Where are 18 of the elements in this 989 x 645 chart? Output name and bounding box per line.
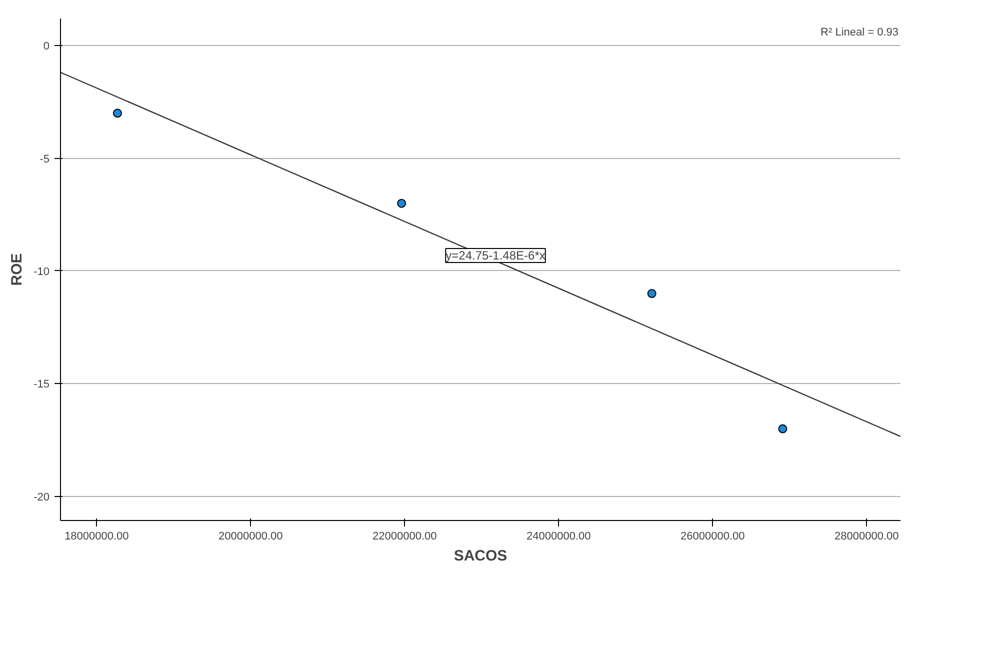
annotation: R² Lineal = 0.93: [820, 26, 898, 38]
point: [647, 289, 656, 298]
point: [112, 108, 122, 118]
point: [397, 198, 406, 208]
y-axis-title: ROE: [8, 253, 26, 286]
y-tick-label: -15: [34, 378, 50, 391]
x-tick-label: 24000000.00: [526, 530, 591, 542]
x-tick-label: 26000000.00: [680, 530, 745, 542]
x-tick-label: 28000000.00: [834, 530, 899, 542]
y-tick-label: 0: [43, 40, 50, 53]
x-tick-label: 20000000.00: [218, 530, 283, 542]
x-tick-label: 18000000.00: [64, 530, 129, 542]
y-tick-label: -20: [34, 491, 50, 504]
x-axis-title: SACOS: [454, 548, 508, 564]
point: [778, 424, 788, 434]
y-tick-label: -10: [34, 266, 50, 278]
x-tick-label: 22000000.00: [372, 530, 437, 542]
y-tick-label: -5: [40, 153, 50, 166]
